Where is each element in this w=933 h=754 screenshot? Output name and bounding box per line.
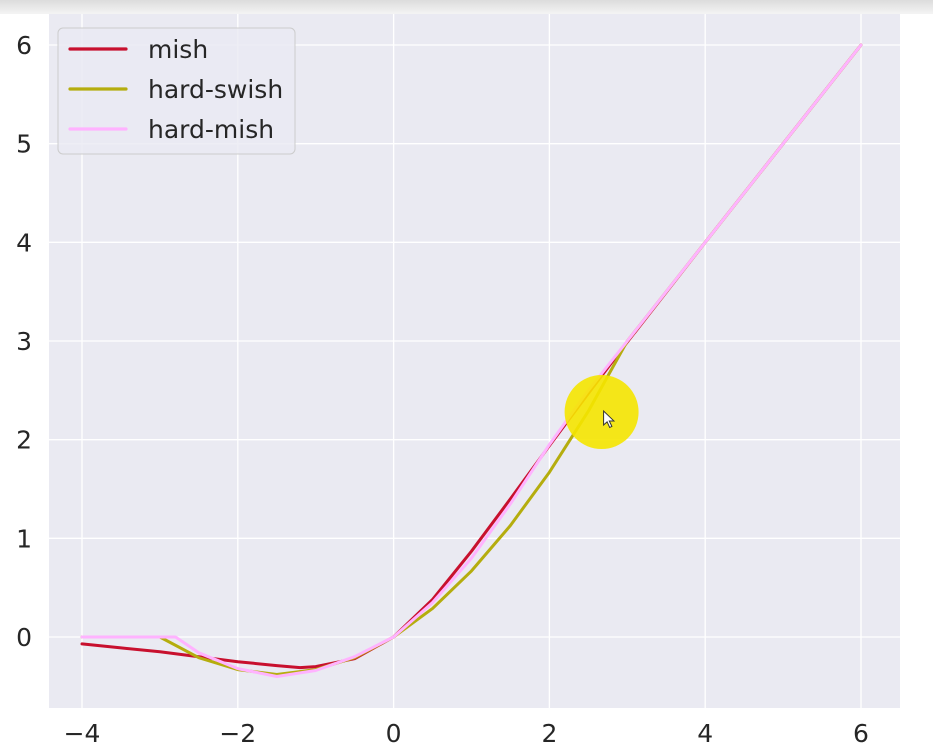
x-tick-label: 0	[386, 719, 402, 748]
x-tick-label: 4	[697, 719, 713, 748]
y-tick-label: 4	[16, 228, 32, 257]
y-tick-label: 1	[16, 524, 32, 553]
x-tick-label: −2	[219, 719, 256, 748]
y-tick-label: 0	[16, 623, 32, 652]
x-tick-label: 2	[541, 719, 557, 748]
legend-box	[57, 27, 296, 155]
x-axis-ticks: −4 −2 0 2 4 6	[64, 719, 869, 748]
x-tick-label: −4	[64, 719, 101, 748]
y-tick-label: 3	[16, 327, 32, 356]
grid-lines	[49, 14, 900, 708]
legend-label-hard-swish: hard-swish	[148, 75, 283, 104]
pointer-cursor-icon	[603, 409, 616, 429]
series-line-hard-mish	[80, 43, 863, 678]
legend: mish hard-swish hard-mish	[57, 27, 296, 155]
y-tick-label: 5	[16, 130, 32, 159]
cursor-highlight-circle	[564, 375, 639, 450]
y-tick-label: 2	[16, 426, 32, 455]
legend-label-mish: mish	[148, 35, 208, 64]
top-strip	[0, 0, 933, 14]
series-lines	[80, 43, 863, 678]
cursor-highlight	[564, 375, 639, 450]
x-tick-label: 6	[853, 719, 869, 748]
legend-label-hard-mish: hard-mish	[148, 115, 274, 144]
y-tick-label: 6	[16, 31, 32, 60]
y-axis-ticks: 0 1 2 3 4 5 6	[16, 31, 32, 652]
